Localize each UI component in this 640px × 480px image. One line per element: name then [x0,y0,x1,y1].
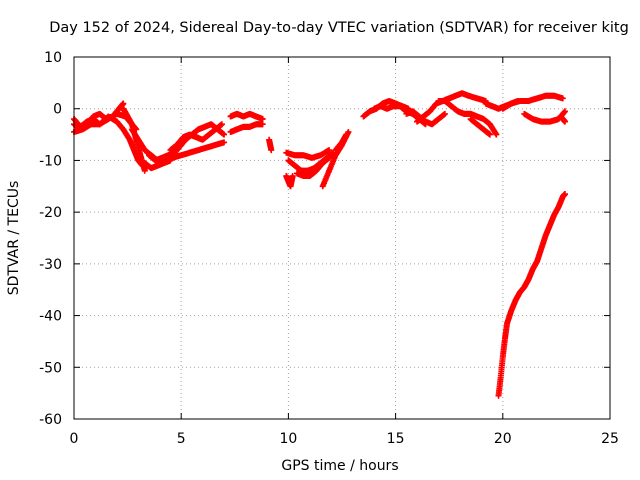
series-arc-m [227,121,266,135]
data-point [221,131,228,138]
x-tick-label: 25 [601,431,619,447]
axis-ticks [73,56,611,420]
series-arc-ad [557,113,568,125]
data-point [289,172,296,179]
data-point [441,110,448,117]
data-point [493,131,500,138]
series-arc-o [283,172,296,190]
series-arc-y [435,97,500,138]
plot-frame [73,56,611,420]
series-arc-ab [499,92,566,112]
data-point [561,108,568,115]
data-point [561,191,568,198]
data-point [120,100,127,107]
y-tick-label: -10 [39,153,62,169]
series-arc-j [167,121,225,154]
series-arc-w [403,108,448,128]
data-point [486,131,493,138]
y-tick-label: 10 [44,50,62,66]
y-tick-label: -50 [39,360,62,376]
x-axis-label: GPS time / hours [281,458,398,474]
data-point [326,147,333,154]
series-arc-t [332,131,350,154]
series-arc-p [283,147,333,161]
series-arc-r [293,154,333,179]
series-arc-n [266,136,275,154]
grid-lines [74,57,610,419]
data-point [268,147,275,154]
x-tick-label: 15 [387,431,405,447]
y-tick-label: -20 [39,205,62,221]
data-marks [71,90,568,399]
data-point [218,121,225,128]
series-arc-k [169,139,228,161]
x-tick-labels: 0 5 10 15 20 25 [70,431,619,447]
y-tick-label: 0 [53,102,62,118]
data-point [259,121,266,128]
series-arc-ac [521,108,568,125]
chart-title: Day 152 of 2024, Sidereal Day-to-day VTE… [49,20,629,36]
y-tick-label: -60 [39,412,62,428]
series-arc-l [227,110,266,123]
y-tick-labels: 10 0 -10 -20 -30 -40 -50 -60 [39,50,62,428]
series-arc-e [113,118,150,172]
y-tick-label: -30 [39,257,62,273]
x-tick-label: 20 [494,431,512,447]
x-tick-label: 10 [279,431,297,447]
data-point [561,118,568,125]
x-tick-label: 0 [70,431,79,447]
data-point [343,131,350,138]
data-point [326,154,333,161]
series-arc-c [71,113,120,130]
y-tick-label: -40 [39,309,62,325]
data-point [559,95,566,102]
data-point [221,139,228,146]
x-tick-label: 5 [177,431,186,447]
series-arc-ae [495,191,568,399]
series-arc-z [467,116,493,138]
y-axis-label: SDTVAR / TECUs [6,181,22,296]
data-point [259,116,266,123]
